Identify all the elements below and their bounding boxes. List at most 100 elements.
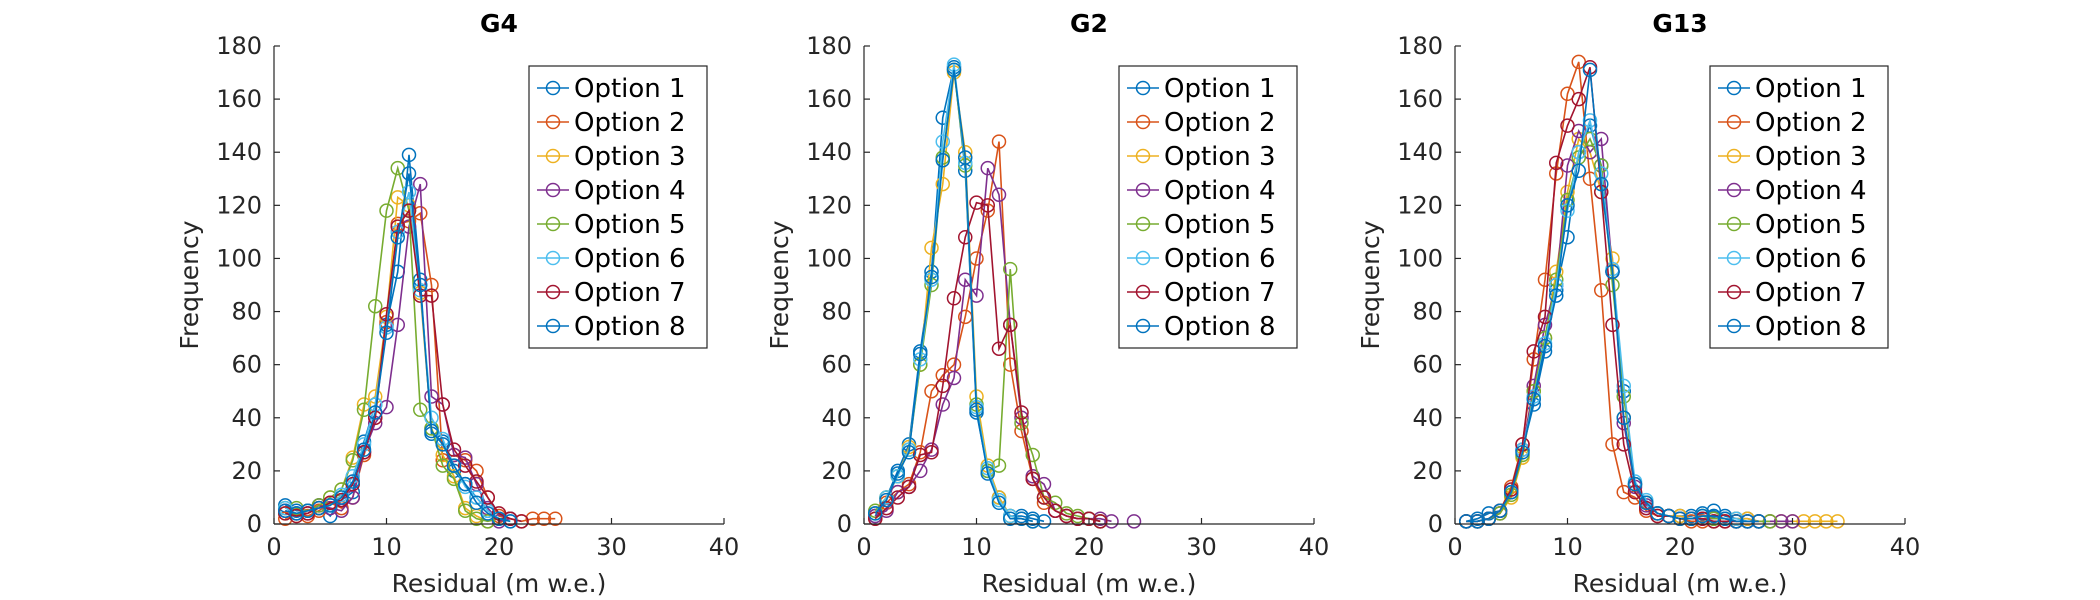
- panel-g4-series-option-7-point: [514, 514, 529, 529]
- panel-g13-legend-swatch-marker: [1726, 182, 1742, 198]
- panel-g2-series-option-5-point: [1025, 447, 1040, 463]
- panel-g13-series-option-7-point: [1605, 317, 1620, 333]
- panel-g4-legend-label: Option 6: [574, 244, 686, 274]
- panel-g2-legend-swatch-marker: [1135, 318, 1151, 334]
- panel-g13-series-option-2: [1459, 54, 1744, 529]
- panel-g2-legend-label: Option 1: [1164, 74, 1276, 104]
- panel-g2-legend-label: Option 4: [1164, 176, 1276, 206]
- panel-g4-legend-swatch-marker: [545, 80, 561, 96]
- panel-g4-legend-label: Option 5: [574, 210, 686, 240]
- panel-g4-legend-entry: Option 3: [537, 142, 686, 172]
- panel-g2-series-option-2-point: [991, 134, 1007, 149]
- panel-g2-legend-label: Option 6: [1164, 244, 1276, 274]
- panel-g2-series-option-7-point: [1036, 490, 1052, 505]
- panel-g13-series-option-8-point: [1526, 391, 1541, 407]
- panel-g2-series-option-7-point: [913, 447, 928, 463]
- panel-g4-series-option-8-point: [323, 498, 338, 513]
- panel-g2-x-tick-label: 30: [1186, 533, 1217, 561]
- panel-g13-legend-swatch-marker: [1726, 250, 1742, 266]
- panel-g4-series-option-4-point: [424, 389, 439, 404]
- panel-g2-y-tick-label: 80: [821, 298, 852, 326]
- panel-g4-legend-swatch-marker: [545, 284, 561, 300]
- panel-g4-y-tick-label: 100: [216, 244, 262, 272]
- panel-g4-legend-swatch-marker: [545, 318, 561, 334]
- panel-g13-legend-swatch-marker: [1726, 216, 1742, 232]
- panel-g2-series-option-4-point: [969, 288, 984, 303]
- panel-g4-y-tick-label: 120: [216, 191, 262, 219]
- panel-g4-series-option-2: [278, 206, 563, 529]
- panel-g4-legend-label: Option 1: [574, 74, 686, 104]
- panel-g13-y-tick-label: 80: [1412, 298, 1443, 326]
- panel-g2-y-tick-label: 180: [806, 32, 852, 60]
- panel-g13-series-option-8-point: [1481, 511, 1496, 526]
- panel-g2-y-tick-label: 140: [806, 138, 852, 166]
- panel-g13-legend-swatch-marker: [1726, 148, 1742, 164]
- panel-g13-series-option-3-point: [1830, 514, 1845, 529]
- panel-g13-legend: Option 1 Option 2 Option 3 Option 4 Option 5…: [1709, 65, 1889, 349]
- panel-g4-series-option-8-point: [503, 514, 518, 529]
- panel-g4-legend-swatch-marker: [545, 114, 561, 130]
- panel-g4-series-option-8-point: [345, 474, 360, 489]
- panel-g4-y-tick-label: 20: [231, 457, 262, 485]
- panel-g2-legend-swatch-marker: [1135, 284, 1151, 300]
- panel-g2-series-option-4-point: [958, 272, 973, 287]
- panel-g4-series-option-2-line: [284, 211, 556, 523]
- panel-g2-legend-label: Option 8: [1164, 312, 1276, 342]
- panel-g13-title: G13: [1652, 9, 1707, 38]
- panel-g4-series-option-8-point: [289, 506, 304, 521]
- panel-g2-series-option-7-point: [1081, 511, 1097, 526]
- panel-g4-series-option-8-point: [491, 511, 507, 526]
- panel-g4-series-option-7-point: [458, 458, 473, 473]
- panel-g2: 0 10 20 30 40 0 20 40 60 80 100 120 140 160 180 G2 Resid…: [765, 9, 1329, 598]
- panel-g2-legend-swatch-marker: [1135, 114, 1151, 130]
- panel-g13-legend-label: Option 4: [1755, 176, 1867, 206]
- panel-g4-series-option-5-point: [379, 203, 394, 218]
- panel-g13-series-option-8-point: [1695, 508, 1710, 524]
- panel-g4-legend-swatch-marker: [545, 250, 561, 266]
- panel-g2-series-option-8-point: [890, 466, 905, 481]
- panel-g2-x-axis-label: Residual (m w.e.): [982, 569, 1197, 598]
- panel-g2-series-option-8-point: [969, 402, 984, 418]
- panel-g2-series-option-4-point: [980, 160, 995, 176]
- panel-g4-series-option-7-point: [469, 474, 484, 489]
- panel-g2-legend-label: Option 3: [1164, 142, 1276, 172]
- panel-g4-y-tick-label: 40: [231, 404, 262, 432]
- panel-g4-series-option-8-point: [469, 495, 484, 511]
- panel-g13-legend-entry: Option 2: [1718, 108, 1867, 138]
- panel-g13-y-tick-label: 60: [1412, 351, 1443, 379]
- panel-g2-series-option-8-point: [1003, 511, 1018, 526]
- panel-g2-series-option-8: [868, 62, 1040, 529]
- panel-g13-legend-swatch-marker: [1726, 318, 1742, 334]
- panel-g13-series-option-8-point: [1560, 198, 1575, 213]
- panel-g13-series-option-8-point: [1740, 514, 1755, 529]
- panel-g2-legend-entry: Option 4: [1127, 176, 1276, 206]
- panel-g2-series-option-7-point: [924, 445, 939, 460]
- panel-g13-series-option-2-point: [1605, 437, 1620, 452]
- panel-g13-legend-swatch-marker: [1726, 114, 1742, 130]
- panel-g13-series-option-8-point: [1504, 484, 1519, 500]
- panel-g4-series-option-7-line: [285, 208, 522, 523]
- panel-g2-legend-entry: Option 2: [1127, 108, 1276, 138]
- panel-g4-x-tick-label: 20: [484, 533, 515, 561]
- panel-g2-y-tick-label: 60: [821, 351, 852, 379]
- panel-g2-series-option-6-point: [935, 134, 950, 149]
- panel-g4-series-option-7: [278, 203, 529, 529]
- panel-g4-legend-entry: Option 4: [537, 176, 686, 206]
- panel-g2-title: G2: [1070, 9, 1108, 38]
- panel-g2-series-option-7-point: [991, 341, 1007, 356]
- panel-g2-series-option-6: [868, 57, 1040, 529]
- panel-g4-y-axis-label: Frequency: [175, 220, 204, 349]
- panel-g4-series-option-8-point: [435, 437, 450, 452]
- panel-g4-legend-label: Option 4: [574, 176, 686, 206]
- panel-g13-legend-entry: Option 7: [1718, 278, 1867, 308]
- panel-g2-series: [868, 57, 1142, 529]
- panel-g4-y-tick-label: 140: [216, 138, 262, 166]
- panel-g13-series-option-8-point: [1627, 476, 1643, 492]
- panel-g13-legend-entry: Option 8: [1718, 312, 1867, 342]
- panel-g2-series-option-4-point: [913, 463, 928, 479]
- panel-g2-series-option-7-point: [1093, 514, 1108, 529]
- panel-g2-series-option-7-line: [874, 201, 1101, 523]
- panel-g2-legend-entry: Option 5: [1127, 210, 1276, 240]
- panel-g2-y-tick-label: 0: [837, 510, 852, 538]
